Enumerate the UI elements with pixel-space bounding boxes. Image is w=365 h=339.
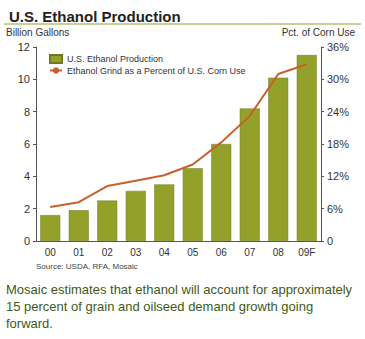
svg-text:18%: 18%	[327, 138, 349, 150]
svg-text:15 percent of grain and oilsee: 15 percent of grain and oilseed demand g…	[6, 299, 317, 314]
svg-text:02: 02	[102, 247, 114, 258]
svg-text:10: 10	[18, 73, 30, 85]
svg-text:Ethanol Grind as a Percent of: Ethanol Grind as a Percent of U.S. Corn …	[67, 66, 246, 76]
svg-text:24%: 24%	[327, 106, 349, 118]
svg-text:8: 8	[24, 106, 30, 118]
svg-text:00: 00	[45, 247, 57, 258]
svg-text:U.S. Ethanol Production: U.S. Ethanol Production	[67, 54, 163, 64]
svg-text:03: 03	[130, 247, 142, 258]
svg-text:01: 01	[73, 247, 85, 258]
svg-text:07: 07	[244, 247, 256, 258]
svg-text:05: 05	[187, 247, 199, 258]
svg-text:12%: 12%	[327, 170, 349, 182]
svg-text:36%: 36%	[327, 41, 349, 53]
svg-text:6: 6	[24, 138, 30, 150]
svg-text:12: 12	[18, 41, 30, 53]
svg-text:Source: USDA, RFA, Mosaic: Source: USDA, RFA, Mosaic	[36, 262, 138, 271]
svg-text:06: 06	[216, 247, 228, 258]
svg-text:0: 0	[327, 235, 333, 247]
svg-text:0: 0	[24, 235, 30, 247]
svg-text:04: 04	[159, 247, 171, 258]
svg-text:30%: 30%	[327, 73, 349, 85]
svg-text:4: 4	[24, 170, 30, 182]
svg-text:Billion Gallons: Billion Gallons	[6, 27, 69, 38]
svg-text:Pct. of Corn Use: Pct. of Corn Use	[282, 27, 356, 38]
svg-text:forward.: forward.	[6, 316, 53, 331]
svg-text:2: 2	[24, 203, 30, 215]
svg-text:Mosaic estimates that ethanol: Mosaic estimates that ethanol will accou…	[6, 282, 356, 297]
svg-text:6%: 6%	[327, 203, 343, 215]
svg-text:09F: 09F	[298, 247, 315, 258]
svg-text:08: 08	[273, 247, 285, 258]
svg-text:U.S. Ethanol Production: U.S. Ethanol Production	[9, 8, 181, 25]
